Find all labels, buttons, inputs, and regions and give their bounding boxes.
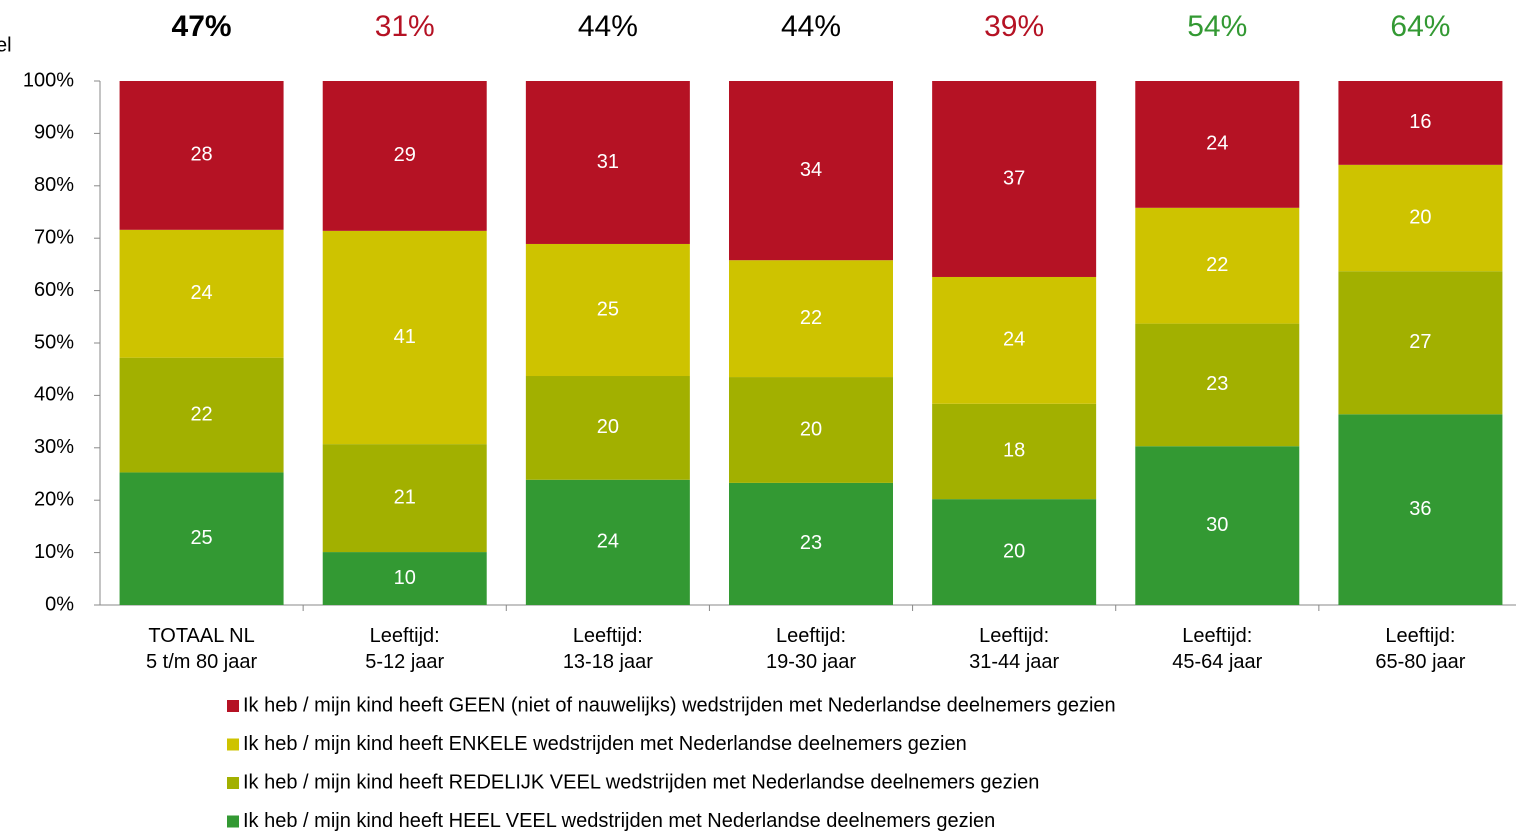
y-tick-label: 30% (34, 436, 74, 458)
y-tick-label: 90% (34, 122, 74, 144)
top-annotation: 31% (375, 10, 435, 43)
data-label: 24 (1003, 329, 1025, 351)
y-tick-label: 40% (34, 384, 74, 406)
data-label: 20 (1003, 540, 1025, 562)
data-label: 29 (394, 144, 416, 166)
data-label: 25 (597, 298, 619, 320)
bar-segment (322, 230, 487, 445)
bar-segment (322, 81, 487, 231)
top-annotation: 54% (1187, 10, 1247, 43)
x-tick-label: Leeftijd: 31-44 jaar (969, 625, 1059, 673)
x-tick-label: Leeftijd: 13-18 jaar (563, 625, 653, 673)
bar-segment (932, 403, 1097, 500)
legend-swatch (227, 738, 239, 751)
top-annotation: 39% (984, 10, 1044, 43)
top-annotation: 44% (781, 10, 841, 43)
bar-segment (525, 81, 690, 244)
data-label: 28 (190, 144, 212, 166)
top-annotation: 47% (172, 10, 232, 43)
y-tick-label: 20% (34, 488, 74, 510)
top-annotation: 64% (1390, 10, 1450, 43)
bar-segment (729, 377, 893, 483)
data-label: 20 (1409, 206, 1431, 228)
data-label: 10 (394, 567, 416, 589)
y-tick-label: 100% (23, 69, 74, 91)
bar-segment (119, 357, 284, 473)
data-label: 21 (394, 486, 416, 508)
legend-label: Ik heb / mijn kind heeft ENKELE wedstrij… (243, 733, 967, 755)
bar-segment (119, 81, 284, 230)
data-label: 22 (1206, 254, 1228, 276)
y-tick-label: 80% (34, 174, 74, 196)
data-label: 16 (1409, 111, 1431, 133)
data-label: 25 (190, 527, 212, 549)
data-label: 23 (800, 532, 822, 554)
legend-label: Ik heb / mijn kind heeft REDELIJK VEEL w… (243, 771, 1039, 793)
bar-segment (322, 444, 487, 553)
y-tick-label: 10% (34, 541, 74, 563)
data-label: 18 (1003, 440, 1025, 462)
data-label: 20 (800, 418, 822, 440)
bar-segment (1135, 81, 1300, 208)
data-label: 24 (1206, 133, 1228, 155)
data-label: 27 (1409, 331, 1431, 353)
bar-segment (1135, 207, 1300, 324)
data-label: 31 (597, 151, 619, 173)
bar-segment (525, 376, 690, 480)
legend-label: Ik heb / mijn kind heeft GEEN (niet of n… (243, 694, 1116, 716)
y-axis-label: el (0, 34, 12, 56)
x-tick-label: Leeftijd: 45-64 jaar (1172, 625, 1262, 673)
data-label: 41 (394, 326, 416, 348)
legend-swatch (227, 815, 239, 828)
y-tick-label: 70% (34, 226, 74, 248)
bar-segment (525, 479, 690, 605)
x-tick-label: TOTAAL NL 5 t/m 80 jaar (146, 625, 258, 673)
x-tick-label: Leeftijd: 65-80 jaar (1375, 625, 1465, 673)
top-annotation: 44% (578, 10, 638, 43)
data-label: 30 (1206, 514, 1228, 536)
bar-segment (1338, 164, 1503, 272)
y-tick-label: 0% (45, 593, 74, 615)
data-label: 24 (190, 282, 212, 304)
bar-segment (119, 472, 284, 605)
bar-segment (932, 276, 1097, 404)
legend-label: Ik heb / mijn kind heeft HEEL VEEL wedst… (243, 810, 995, 832)
bar-segment (729, 81, 893, 261)
data-label: 24 (597, 531, 619, 553)
bar-segment (1338, 81, 1503, 165)
x-tick-label: Leeftijd: 5-12 jaar (365, 625, 444, 673)
bar-segment (729, 482, 893, 605)
bar-segment (1338, 271, 1503, 415)
bar-segment (322, 552, 487, 605)
data-label: 20 (597, 416, 619, 438)
bar-segment (1135, 323, 1300, 447)
y-tick-label: 50% (34, 331, 74, 353)
data-label: 34 (800, 159, 822, 181)
bar-segment (932, 499, 1097, 605)
data-label: 23 (1206, 373, 1228, 395)
x-tick-label: Leeftijd: 19-30 jaar (766, 625, 856, 673)
bar-segment (932, 81, 1097, 277)
legend-swatch (227, 777, 239, 789)
bar-segment (525, 243, 690, 377)
bar-segment (119, 229, 284, 358)
data-label: 37 (1003, 167, 1025, 189)
bar-segment (1135, 446, 1300, 605)
bar-segment (729, 260, 893, 378)
legend-swatch (227, 700, 239, 712)
data-label: 36 (1409, 498, 1431, 520)
bar-segment (1338, 414, 1503, 605)
y-tick-label: 60% (34, 279, 74, 301)
data-label: 22 (190, 403, 212, 425)
data-label: 22 (800, 307, 822, 329)
